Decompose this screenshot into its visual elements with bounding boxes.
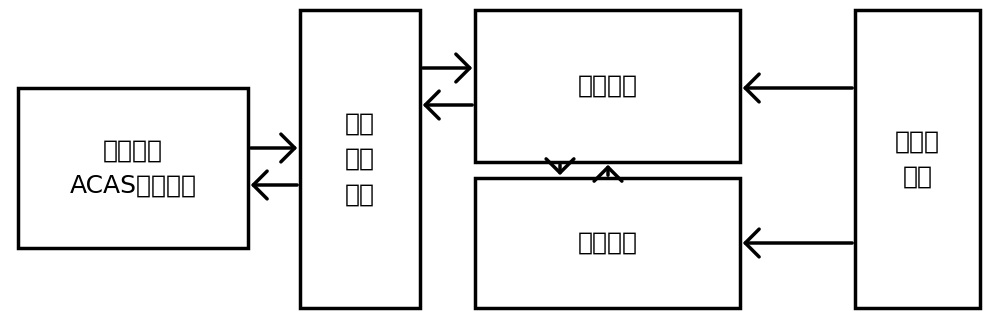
Bar: [18, 88, 248, 248]
Text: 接收单元: 接收单元: [578, 74, 638, 98]
Text: 发射单元: 发射单元: [578, 231, 638, 255]
Text: 天线
网络
单元: 天线 网络 单元: [345, 112, 375, 206]
Bar: [300, 10, 420, 308]
Bar: [475, 10, 740, 162]
Bar: [855, 10, 980, 308]
Text: 待测件：
ACAS收发主机: 待测件： ACAS收发主机: [70, 138, 196, 198]
Text: 频率源
单元: 频率源 单元: [895, 129, 940, 189]
Bar: [475, 178, 740, 308]
